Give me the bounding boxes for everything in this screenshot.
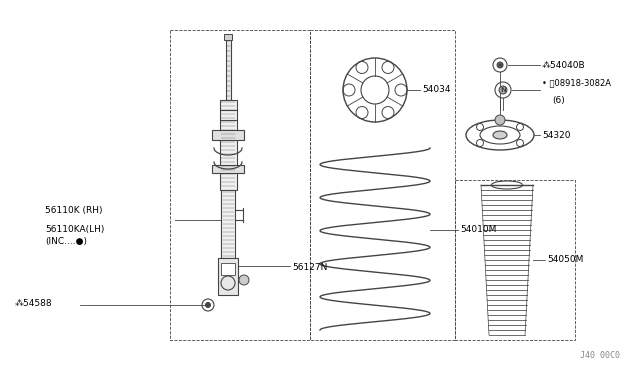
Text: N: N (500, 87, 506, 93)
Text: 56127N: 56127N (292, 263, 328, 272)
Ellipse shape (493, 131, 507, 139)
Text: 54034: 54034 (422, 86, 451, 94)
Bar (221, 263, 235, 275)
Text: (6): (6) (552, 96, 564, 105)
Text: • ⓝ08918-3082A: • ⓝ08918-3082A (542, 78, 611, 87)
Text: ⁂54040B: ⁂54040B (542, 61, 586, 70)
Bar (221, 190, 235, 258)
Bar (310, 30, 455, 340)
Text: 54010M: 54010M (460, 225, 497, 234)
Text: (INC....●): (INC....●) (45, 237, 87, 246)
Text: 54320: 54320 (542, 131, 570, 140)
Bar (220, 100, 237, 190)
Bar (224, 34, 232, 40)
Text: 54050M: 54050M (547, 256, 584, 264)
Text: 56110KA(LH): 56110KA(LH) (45, 225, 104, 234)
Bar (225, 38, 230, 100)
Circle shape (239, 275, 249, 285)
Bar (212, 165, 244, 173)
Circle shape (205, 302, 211, 308)
Bar (218, 258, 238, 295)
Text: ⁂54588: ⁂54588 (15, 298, 52, 308)
Bar (455, 180, 575, 340)
Bar (170, 30, 310, 340)
Text: ✱: ✱ (497, 61, 504, 70)
Circle shape (497, 62, 503, 68)
Bar (212, 130, 244, 140)
Text: 56110K (RH): 56110K (RH) (45, 206, 102, 215)
Circle shape (495, 115, 505, 125)
Text: J40 00C0: J40 00C0 (580, 351, 620, 360)
Circle shape (499, 86, 507, 94)
